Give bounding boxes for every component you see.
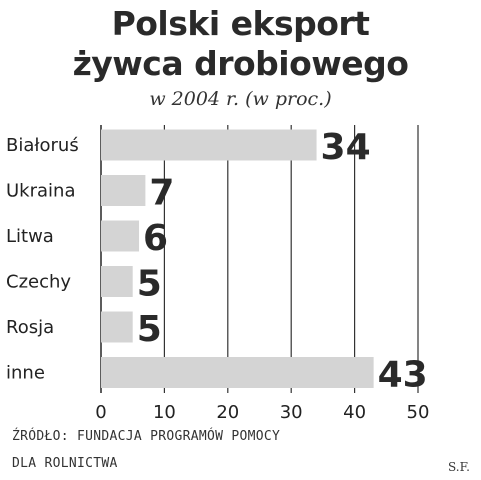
category-label: Czechy	[6, 272, 71, 293]
x-tick-label: 20	[216, 402, 239, 423]
category-label: Białoruś	[6, 135, 79, 156]
value-label: 5	[137, 264, 162, 305]
x-tick-label: 40	[343, 402, 366, 423]
x-tick-label: 50	[407, 402, 430, 423]
chart-subtitle: w 2004 r. (w proc.)	[149, 88, 332, 110]
chart-title-line1: Polski eksport	[111, 4, 370, 43]
bar-2	[101, 175, 146, 206]
value-label: 7	[149, 173, 174, 214]
value-label: 43	[378, 355, 428, 396]
bar-5	[101, 311, 133, 343]
labels: 0 10 20 30 40 50 Białoruś 34 Ukraina 7 Litwa 6 Czech…	[6, 127, 429, 423]
bar-1	[101, 129, 317, 161]
x-tick-label: 0	[95, 402, 106, 423]
value-label: 6	[143, 218, 168, 259]
x-tick-label: 10	[153, 402, 176, 423]
grid-lines	[100, 125, 419, 393]
category-label: inne	[6, 363, 45, 384]
author-initials: S.F.	[448, 460, 470, 474]
bars	[101, 129, 374, 388]
value-label: 34	[321, 127, 371, 168]
source-line-2: DLA ROLNICTWA	[12, 456, 118, 471]
bar-3	[101, 220, 140, 252]
chart-title-line2: żywca drobiowego	[72, 44, 409, 83]
bar-4	[101, 266, 133, 297]
x-tick-label: 30	[280, 402, 303, 423]
category-label: Rosja	[6, 317, 54, 338]
source-line-1: ŹRÓDŁO: FUNDACJA PROGRAMÓW POMOCY	[12, 429, 281, 444]
value-label: 5	[137, 309, 162, 350]
category-label: Litwa	[6, 226, 54, 247]
category-label: Ukraina	[6, 181, 75, 202]
bar-6	[101, 357, 374, 388]
